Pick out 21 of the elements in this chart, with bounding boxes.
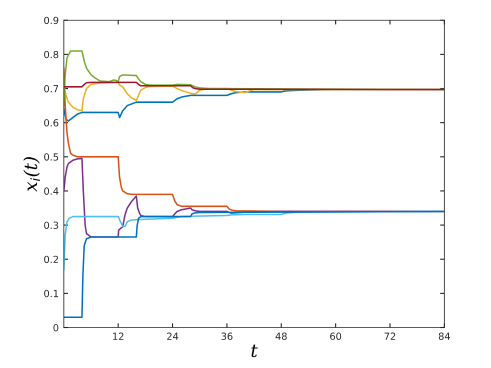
- y-tick-label: 0: [53, 324, 58, 332]
- x-tick-label: 48: [276, 332, 287, 340]
- x-tick-label: 12: [113, 332, 124, 340]
- x-tick-label: 24: [167, 332, 178, 340]
- x-axis-title: t: [251, 344, 258, 358]
- y-tick-label: 0.5: [44, 153, 58, 161]
- line-series: [64, 210, 444, 318]
- y-tick-label: 0.8: [44, 50, 58, 58]
- y-tick-label: 0.1: [44, 290, 58, 298]
- y-tick-label: 0.7: [44, 85, 58, 92]
- x-tick-label: 84: [438, 332, 450, 340]
- y-axis-title: x$_{i}$(t): [23, 157, 40, 192]
- y-tick-label: 0.4: [44, 187, 58, 195]
- y-tick-label: 0.9: [44, 16, 58, 24]
- line-series: [64, 82, 444, 90]
- y-tick-label: 0.2: [44, 256, 58, 264]
- y-tick-label: 0.3: [44, 222, 58, 229]
- x-tick-label: 60: [330, 332, 342, 340]
- y-tick-label: 0.6: [44, 119, 58, 126]
- x-tick-label: 72: [384, 332, 396, 340]
- x-tick-label: 36: [221, 332, 232, 340]
